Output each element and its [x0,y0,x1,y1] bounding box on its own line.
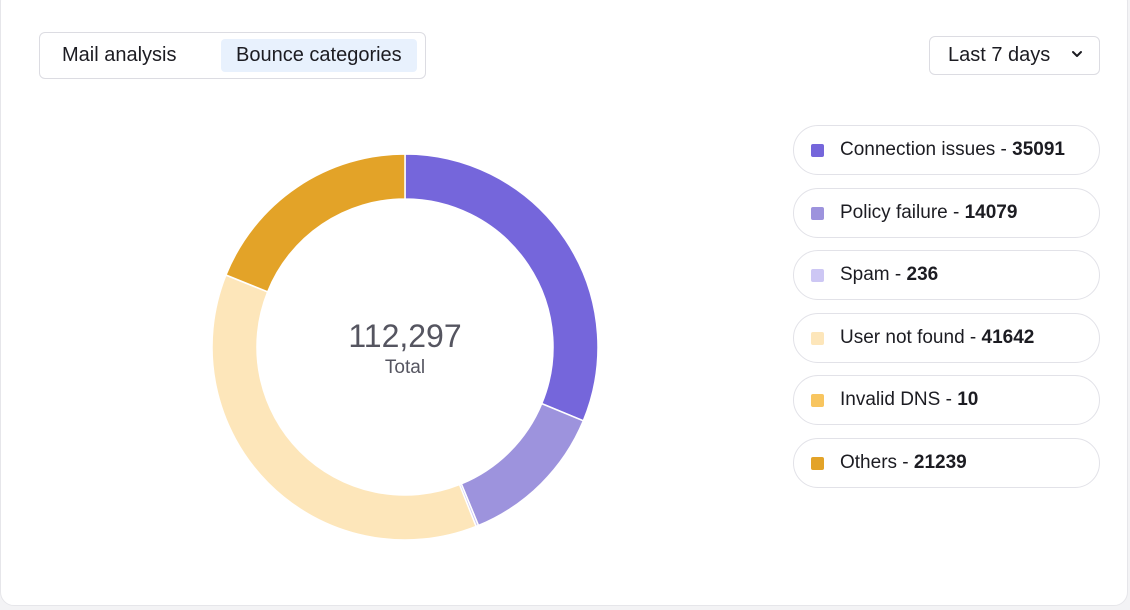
legend-swatch [811,394,824,407]
legend-label: Connection issues - 35091 [840,126,1065,174]
legend-value: 21239 [913,452,967,473]
donut-total-value: 112,297 [348,318,462,354]
donut-slice-connection-issues[interactable] [404,153,599,422]
legend-label: User not found - 41642 [840,314,1034,362]
legend-category: Others - [840,452,914,473]
legend-value: 10 [957,389,979,410]
bounce-donut-chart [211,153,599,541]
legend-value: 35091 [1012,139,1065,160]
donut-slice-policy-failure[interactable] [460,402,585,527]
legend-swatch [811,207,824,220]
legend-label: Others - 21239 [840,439,967,487]
legend-swatch [811,332,824,345]
legend-swatch [811,144,824,157]
legend-value: 14079 [964,202,1018,223]
legend-swatch [811,269,824,282]
date-range-value: Last 7 days [948,44,1051,66]
legend-value: 41642 [981,327,1035,348]
date-range-select[interactable]: Last 7 days [929,36,1100,75]
legend-item-spam[interactable]: Spam - 236 [793,250,1100,300]
tab-mail-analysis[interactable]: Mail analysis [62,44,177,66]
legend-item-connection-issues[interactable]: Connection issues - 35091 [793,125,1100,175]
legend-item-user-not-found[interactable]: User not found - 41642 [793,313,1100,363]
donut-slice-user-not-found[interactable] [211,274,478,541]
legend-label: Invalid DNS - 10 [840,376,978,424]
legend-item-invalid-dns[interactable]: Invalid DNS - 10 [793,375,1100,425]
chevron-down-icon [1072,51,1082,57]
tab-bounce-categories[interactable]: Bounce categories [221,39,417,72]
legend-label: Policy failure - 14079 [840,189,1017,237]
legend-category: Policy failure - [840,202,965,223]
legend-category: User not found - [840,327,982,348]
legend-label: Spam - 236 [840,251,938,299]
legend-category: Connection issues - [840,139,1013,160]
legend-category: Invalid DNS - [840,389,958,410]
legend-item-others[interactable]: Others - 21239 [793,438,1100,488]
legend-item-policy-failure[interactable]: Policy failure - 14079 [793,188,1100,238]
view-tabs: Mail analysis Bounce categories [39,32,426,79]
legend-value: 236 [906,264,939,285]
legend-category: Spam - [840,264,907,285]
donut-slice-others[interactable] [224,153,406,293]
donut-total-label: Total [384,357,426,378]
legend-swatch [811,457,824,470]
